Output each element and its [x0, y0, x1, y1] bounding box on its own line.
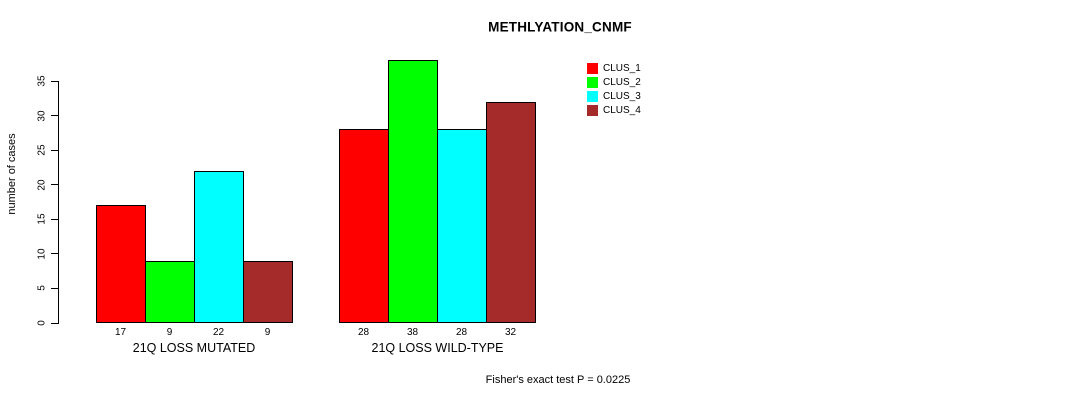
bar-value-label: 9 — [166, 327, 173, 338]
bar-clus_1-group1 — [96, 205, 146, 323]
legend-swatch-clus_1 — [587, 63, 598, 74]
y-tick-label: 0 — [36, 320, 48, 326]
bar-clus_4-group1 — [243, 261, 293, 323]
y-tick — [51, 218, 58, 220]
y-tick-label: 30 — [36, 110, 48, 122]
legend: CLUS_1 CLUS_2 CLUS_3 CLUS_4 — [587, 63, 641, 119]
chart-title: METHLYATION_CNMF — [488, 19, 632, 35]
fisher-test-annotation: Fisher's exact test P = 0.0225 — [485, 374, 631, 386]
bar-value-label: 17 — [114, 327, 127, 338]
bar-value-label: 9 — [264, 327, 271, 338]
y-tick-label: 25 — [36, 144, 48, 156]
y-tick — [51, 322, 58, 324]
bar-value-label: 28 — [357, 327, 370, 338]
bar-value-label: 38 — [406, 327, 419, 338]
bar-clus_2-group1 — [145, 261, 195, 323]
y-tick — [51, 149, 58, 151]
y-tick — [51, 115, 58, 117]
y-tick-label: 10 — [36, 248, 48, 260]
y-tick — [51, 184, 58, 186]
bar-clus_3-group2 — [437, 129, 487, 323]
y-tick — [51, 287, 58, 289]
bar-clus_2-group2 — [388, 60, 438, 323]
y-tick — [51, 253, 58, 255]
bar-clus_4-group2 — [486, 102, 536, 323]
group-label-mutated: 21Q LOSS MUTATED — [132, 341, 256, 355]
y-axis-label: number of cases — [6, 133, 18, 215]
bar-value-label: 22 — [212, 327, 225, 338]
legend-label: CLUS_4 — [603, 105, 641, 116]
y-tick-label: 35 — [36, 75, 48, 87]
legend-swatch-clus_3 — [587, 91, 598, 102]
legend-swatch-clus_2 — [587, 77, 598, 88]
legend-swatch-clus_4 — [587, 105, 598, 116]
y-tick-label: 5 — [36, 285, 48, 292]
legend-item-clus_2: CLUS_2 — [587, 77, 641, 88]
y-axis-line — [58, 81, 59, 324]
y-tick-label: 15 — [36, 213, 48, 225]
y-tick — [51, 80, 58, 82]
legend-item-clus_1: CLUS_1 — [587, 63, 641, 74]
legend-label: CLUS_1 — [603, 63, 641, 74]
legend-label: CLUS_3 — [603, 91, 641, 102]
y-tick-label: 20 — [36, 179, 48, 191]
bar-clus_1-group2 — [339, 129, 389, 323]
bar-value-label: 28 — [455, 327, 468, 338]
legend-label: CLUS_2 — [603, 77, 641, 88]
legend-item-clus_3: CLUS_3 — [587, 91, 641, 102]
group-label-wild-type: 21Q LOSS WILD-TYPE — [371, 341, 504, 355]
bar-clus_3-group1 — [194, 171, 244, 323]
bar-value-label: 32 — [504, 327, 517, 338]
legend-item-clus_4: CLUS_4 — [587, 105, 641, 116]
